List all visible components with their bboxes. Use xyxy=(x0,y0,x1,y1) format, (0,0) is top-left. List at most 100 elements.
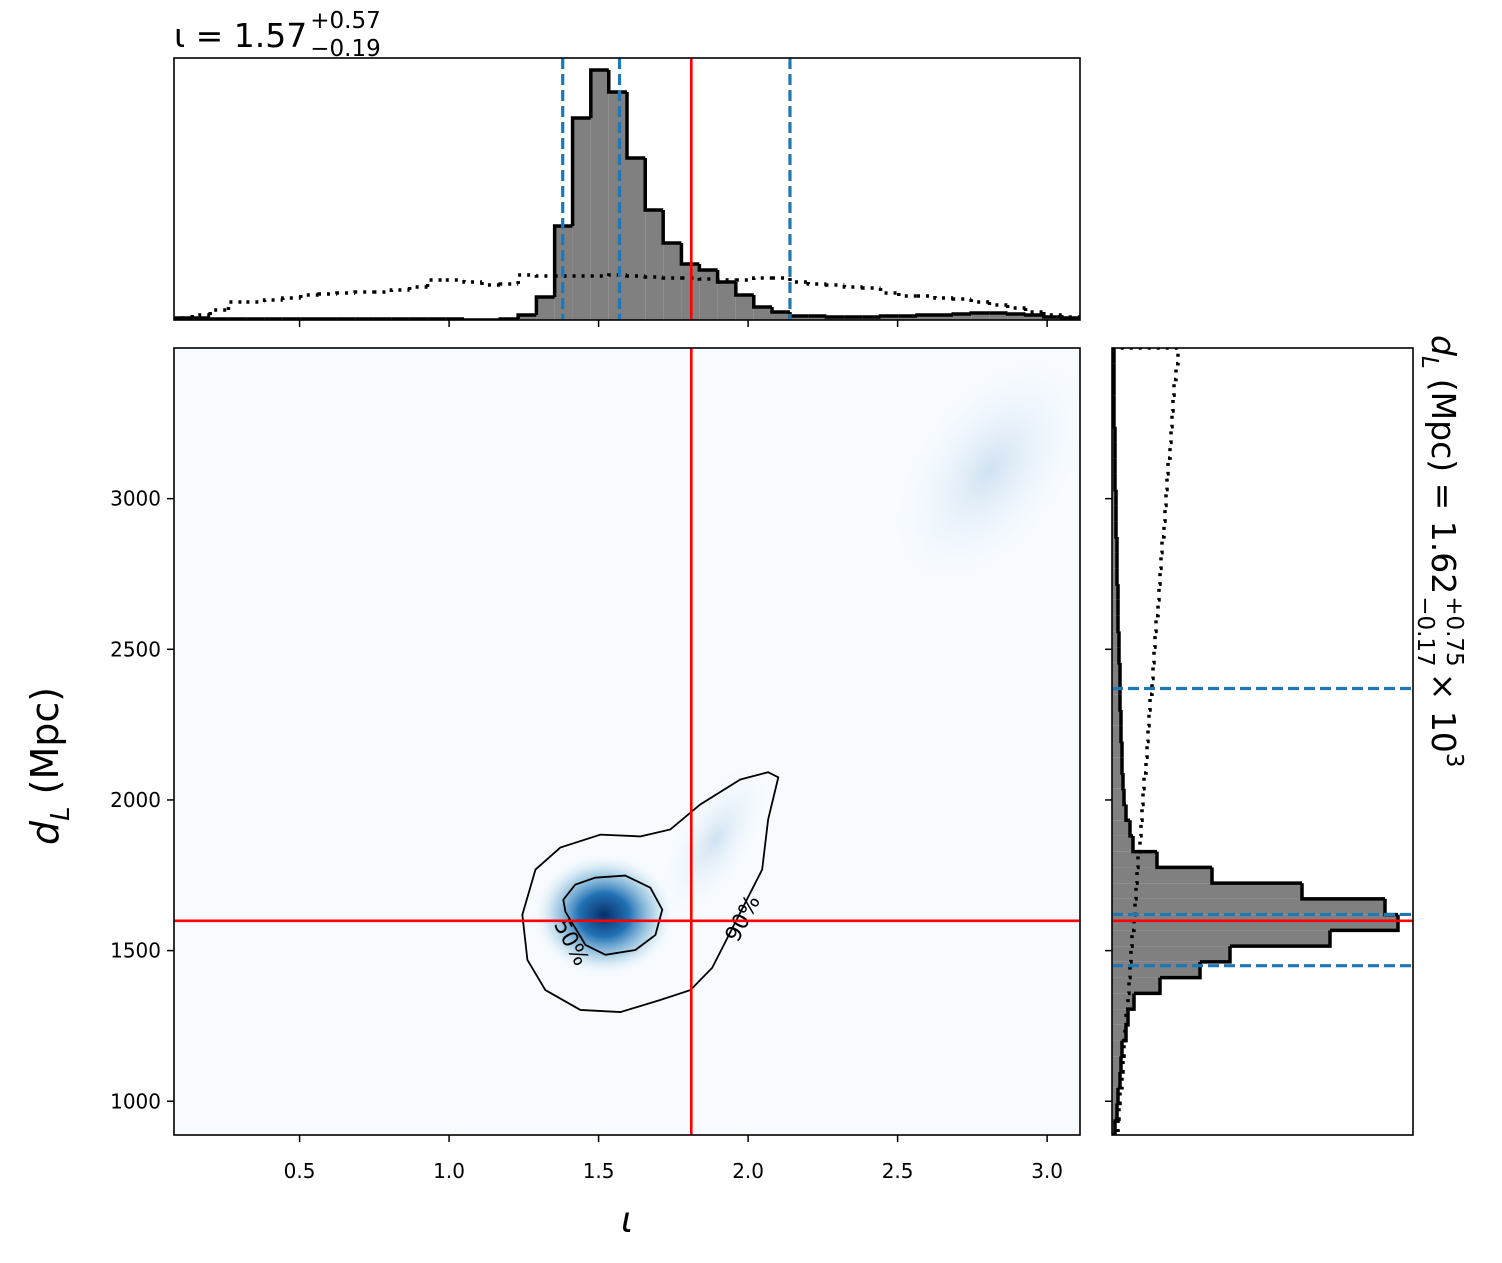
bar xyxy=(1112,914,1398,931)
bar xyxy=(1007,314,1026,320)
top-frame xyxy=(173,57,1081,321)
histogram-outline xyxy=(1005,312,1026,316)
histogram-outline xyxy=(174,316,193,320)
histogram-outline xyxy=(679,243,700,266)
histogram-outline xyxy=(1128,820,1133,838)
prior-outline xyxy=(1141,788,1145,807)
bar xyxy=(1112,1024,1126,1041)
y-tick-label: 3000 xyxy=(110,487,161,511)
bar xyxy=(1112,804,1126,821)
bar xyxy=(1112,584,1118,600)
prior-outline xyxy=(208,308,229,315)
prior-outline xyxy=(625,274,646,278)
y-label-subscript: L xyxy=(46,806,76,821)
prior-outline xyxy=(534,274,555,278)
prior-outline xyxy=(1135,867,1139,885)
bar xyxy=(1112,993,1134,1010)
title-scale: × 10 xyxy=(1424,673,1463,753)
density-tail xyxy=(658,759,772,921)
prior-outline xyxy=(281,296,301,300)
histogram-outline xyxy=(715,270,736,284)
prior-outline xyxy=(878,288,899,295)
bar xyxy=(717,282,736,320)
prior-outline xyxy=(1163,505,1167,523)
bar xyxy=(1112,710,1121,726)
prior-outline xyxy=(1136,851,1140,870)
bar xyxy=(1112,1087,1118,1104)
bar xyxy=(880,316,899,320)
bar xyxy=(1112,946,1230,962)
bar xyxy=(572,118,591,320)
title-upper: +0.57 xyxy=(310,8,380,34)
histogram-outline xyxy=(1116,1087,1120,1106)
bar xyxy=(699,270,718,320)
bar xyxy=(536,297,555,320)
histogram-outline xyxy=(1122,788,1126,807)
prior-outline xyxy=(1154,615,1158,634)
prior-outline xyxy=(1060,315,1080,320)
title-exponent: 3 xyxy=(1441,753,1467,768)
bar xyxy=(1112,505,1116,522)
prior-outline xyxy=(1120,1072,1124,1090)
bar xyxy=(1112,647,1119,663)
bar xyxy=(1112,867,1212,884)
prior-outline xyxy=(1023,308,1044,314)
prior-outline xyxy=(299,293,320,298)
prior-outline xyxy=(1121,1056,1125,1074)
bar xyxy=(1112,552,1117,569)
histogram-outline xyxy=(208,317,229,320)
prior-outline xyxy=(951,297,972,301)
histogram-outline xyxy=(1115,568,1119,586)
bar xyxy=(934,315,954,320)
prior-outline xyxy=(190,313,211,318)
density-faint xyxy=(886,348,1080,594)
histogram-outline xyxy=(1114,521,1118,539)
prior-outline xyxy=(1171,395,1175,413)
x-tick-label: 2.5 xyxy=(882,1159,914,1183)
bar xyxy=(1025,315,1044,320)
top-panel xyxy=(174,58,1080,320)
histogram-outline xyxy=(570,116,591,226)
histogram-outline xyxy=(1126,1009,1130,1027)
prior-outline xyxy=(1158,568,1162,586)
prior-outline xyxy=(1162,521,1166,539)
prior-outline xyxy=(1160,536,1164,555)
prior-outline xyxy=(1042,312,1062,317)
top-title: ι = 1.57 +0.57−0.19 xyxy=(174,8,381,62)
bar xyxy=(1112,977,1160,994)
bar xyxy=(1112,568,1117,585)
contour xyxy=(521,771,780,1013)
bar xyxy=(1112,489,1116,506)
histogram-outline xyxy=(1200,946,1232,964)
bar xyxy=(1112,930,1330,947)
bar xyxy=(772,312,790,320)
prior-outline xyxy=(498,282,519,286)
prior-outline xyxy=(897,293,918,298)
prior-outline xyxy=(1146,725,1150,744)
prior-outline xyxy=(987,302,1008,307)
prior-outline xyxy=(661,276,682,280)
histogram-outline xyxy=(1120,1040,1124,1059)
prior-outline xyxy=(1126,993,1130,1011)
bar xyxy=(735,295,754,320)
prior-outline xyxy=(715,278,736,282)
histogram-outline xyxy=(607,70,627,94)
prior-outline xyxy=(1117,1103,1121,1122)
title-lower: −0.17 xyxy=(1412,596,1438,666)
histogram-outline xyxy=(1023,313,1044,317)
prior-outline xyxy=(1170,410,1174,429)
title-upper: +0.75 xyxy=(1441,596,1467,666)
histogram-outline xyxy=(516,313,537,319)
prior-outline xyxy=(480,282,501,287)
prior-outline xyxy=(752,276,773,280)
bar xyxy=(971,313,990,320)
bar xyxy=(1112,725,1121,742)
prior-outline xyxy=(842,285,863,289)
bar xyxy=(518,315,537,320)
histogram-outline xyxy=(589,68,609,118)
prior-outline xyxy=(1166,458,1170,476)
prior-outline xyxy=(1148,694,1152,712)
right-title: dL (Mpc) = 1.62+0.75−0.17 × 103 xyxy=(1412,335,1467,767)
prior-outline xyxy=(1150,678,1154,697)
